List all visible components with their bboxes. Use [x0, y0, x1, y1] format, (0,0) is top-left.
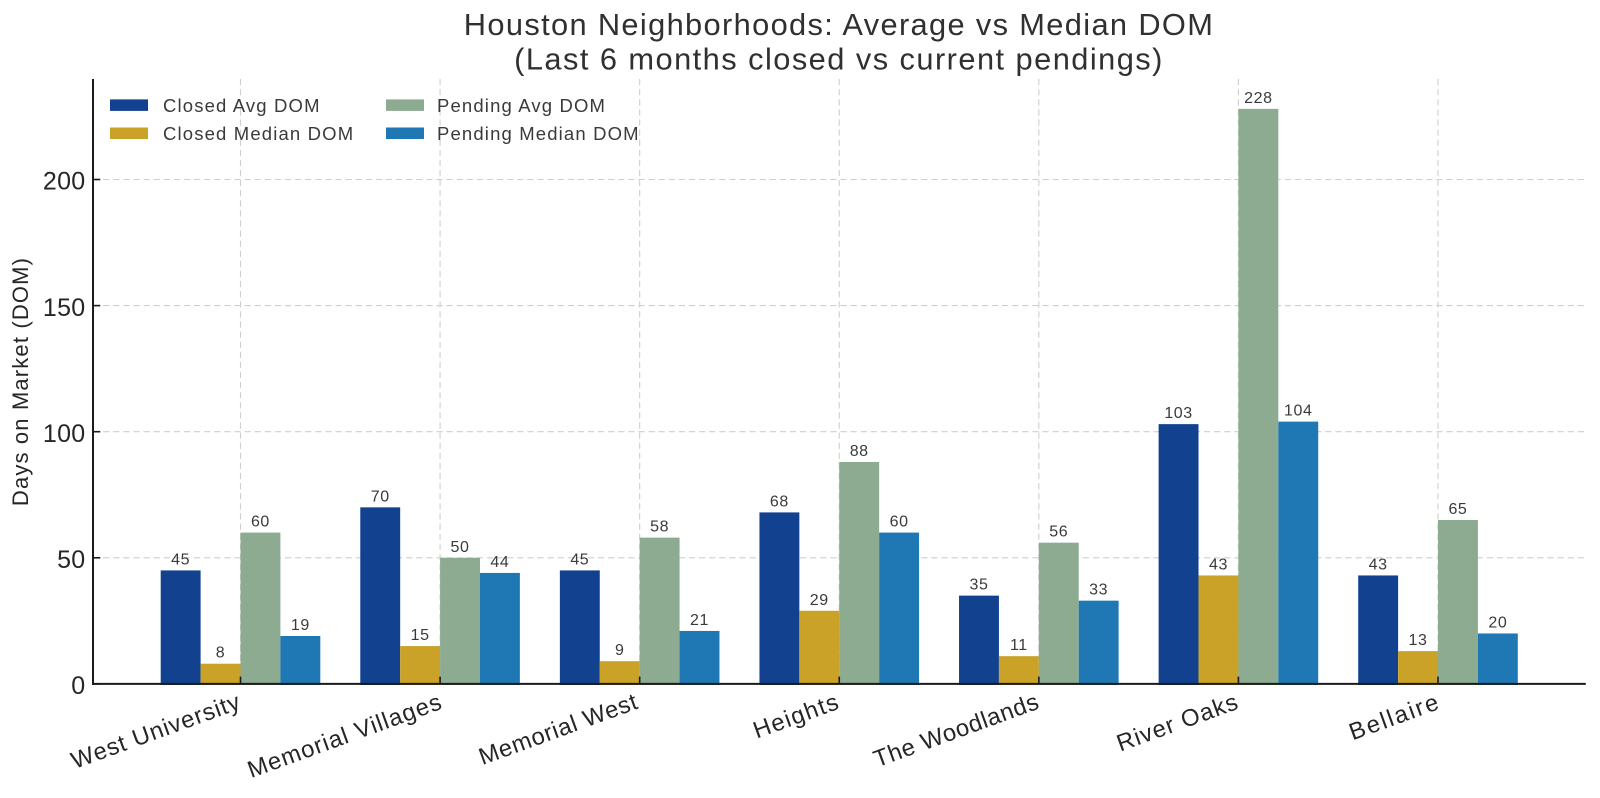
svg-text:20: 20 — [1488, 614, 1507, 631]
svg-text:8: 8 — [216, 645, 226, 662]
svg-text:50: 50 — [57, 546, 85, 574]
svg-text:43: 43 — [1209, 556, 1228, 573]
svg-text:100: 100 — [43, 420, 86, 448]
svg-text:15: 15 — [411, 627, 430, 644]
svg-text:13: 13 — [1409, 632, 1428, 649]
svg-text:65: 65 — [1448, 501, 1467, 518]
svg-text:43: 43 — [1369, 556, 1388, 573]
svg-text:56: 56 — [1049, 524, 1068, 541]
svg-text:60: 60 — [251, 514, 270, 531]
svg-text:104: 104 — [1284, 403, 1313, 420]
svg-text:70: 70 — [371, 488, 390, 505]
svg-text:45: 45 — [171, 551, 190, 568]
svg-text:Closed Avg DOM: Closed Avg DOM — [163, 95, 321, 116]
svg-text:88: 88 — [850, 443, 869, 460]
svg-text:50: 50 — [451, 539, 470, 556]
svg-text:Pending Median DOM: Pending Median DOM — [437, 123, 640, 144]
svg-text:Closed Median DOM: Closed Median DOM — [163, 123, 354, 144]
svg-text:103: 103 — [1164, 405, 1193, 422]
svg-text:58: 58 — [650, 519, 669, 536]
svg-text:68: 68 — [770, 493, 789, 510]
svg-text:228: 228 — [1244, 90, 1273, 107]
svg-text:19: 19 — [291, 617, 310, 634]
svg-text:Houston Neighborhoods: Average: Houston Neighborhoods: Average vs Median… — [464, 7, 1214, 42]
svg-text:150: 150 — [43, 294, 86, 322]
svg-text:0: 0 — [71, 672, 85, 700]
svg-text:9: 9 — [615, 642, 625, 659]
svg-text:45: 45 — [570, 551, 589, 568]
svg-text:60: 60 — [890, 514, 909, 531]
svg-text:11: 11 — [1010, 637, 1028, 654]
svg-text:200: 200 — [43, 168, 86, 196]
svg-text:44: 44 — [490, 554, 509, 571]
svg-text:35: 35 — [969, 577, 988, 594]
svg-text:33: 33 — [1089, 582, 1108, 599]
svg-text:(Last 6 months closed vs curre: (Last 6 months closed vs current pending… — [514, 42, 1164, 77]
svg-text:Days on Market (DOM): Days on Market (DOM) — [8, 257, 33, 506]
svg-text:29: 29 — [810, 592, 829, 609]
svg-text:Pending Avg DOM: Pending Avg DOM — [437, 95, 606, 116]
svg-text:21: 21 — [690, 612, 709, 629]
